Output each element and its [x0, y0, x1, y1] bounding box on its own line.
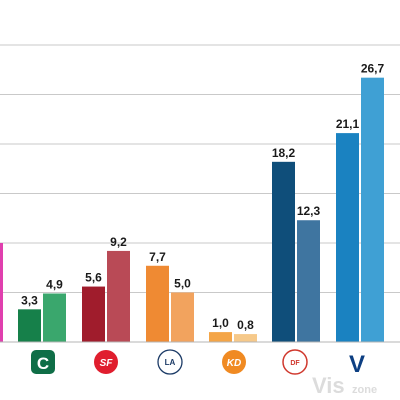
svg-text:SF: SF: [100, 358, 114, 369]
svg-text:LA: LA: [165, 358, 176, 367]
bar: [171, 292, 194, 342]
party-sf-logo: SF: [94, 350, 118, 374]
value-label: 4,9: [46, 277, 63, 291]
value-label: 7,7: [149, 250, 166, 264]
bar: [43, 293, 66, 342]
svg-text:DF: DF: [290, 360, 300, 367]
bar: [107, 250, 130, 342]
party-v-logo: V: [349, 351, 365, 378]
value-label: 3,3: [21, 293, 38, 307]
value-labels: 3,3 4,9 5,6 9,2 7,7 5,0 1,0 0,8 18,2 12,3 21,1 26,7: [21, 62, 384, 332]
value-label: 9,2: [110, 235, 127, 249]
bar: [82, 286, 105, 342]
svg-text:V: V: [349, 351, 365, 378]
watermark: Vis zone: [312, 373, 377, 398]
bar: [146, 265, 169, 342]
value-label: 21,1: [336, 117, 360, 131]
bar: [234, 334, 257, 342]
svg-text:C: C: [37, 354, 49, 373]
party-kd-logo: KD: [222, 350, 246, 374]
bar: [272, 161, 295, 342]
value-label: 0,8: [237, 318, 254, 332]
party-df-logo: DF: [282, 349, 308, 375]
value-label: 1,0: [212, 316, 229, 330]
value-label: 18,2: [272, 146, 296, 160]
bar: [18, 309, 41, 342]
party-logos: C SF LA KD DF V: [31, 349, 365, 378]
party-la-logo: LA: [157, 349, 183, 375]
value-label: 5,0: [174, 277, 191, 291]
value-label: 12,3: [297, 204, 321, 218]
svg-text:KD: KD: [227, 358, 241, 369]
bar: [336, 133, 359, 342]
value-label: 26,7: [361, 62, 385, 76]
bar: [209, 332, 232, 342]
bars: [0, 77, 384, 343]
value-label: 5,6: [85, 271, 102, 285]
bar: [297, 220, 320, 342]
gridlines: [0, 44, 400, 293]
bar: [0, 243, 3, 342]
svg-text:zone: zone: [352, 384, 377, 396]
bar: [361, 77, 384, 343]
svg-text:Vis: Vis: [312, 373, 345, 398]
party-c-logo: C: [31, 350, 55, 374]
